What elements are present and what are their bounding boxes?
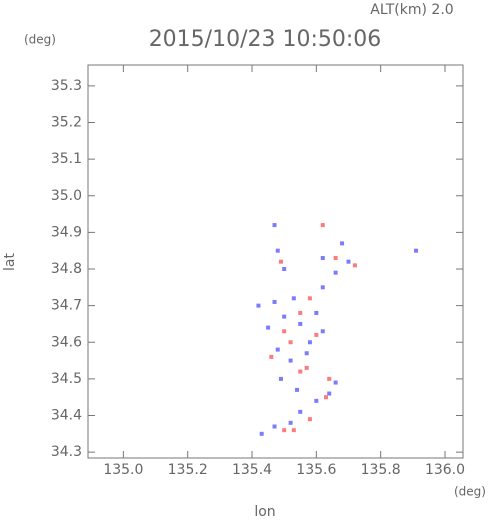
point (282, 329, 287, 334)
point (256, 303, 261, 308)
point (282, 267, 287, 272)
point (298, 310, 303, 315)
y-tick-label: 34.5 (51, 371, 82, 387)
x-axis-label: lon (254, 504, 275, 520)
point (314, 310, 319, 315)
y-unit: (deg) (24, 33, 56, 47)
point (259, 431, 264, 436)
point (288, 420, 293, 425)
point (327, 376, 332, 381)
y-tick-label: 34.8 (51, 261, 82, 277)
point (288, 358, 293, 363)
point (272, 299, 277, 304)
x-tick-label: 135.6 (296, 462, 336, 478)
point (272, 424, 277, 429)
point (298, 321, 303, 326)
point (323, 395, 328, 400)
point (291, 296, 296, 301)
point (275, 248, 280, 253)
point (314, 332, 319, 337)
point (282, 428, 287, 433)
point (295, 387, 300, 392)
x-tick-label: 135.2 (168, 462, 208, 478)
point (340, 241, 345, 246)
x-tick-label: 135.8 (361, 462, 401, 478)
point (275, 347, 280, 352)
y-tick-label: 35.2 (51, 115, 82, 131)
point (333, 256, 338, 261)
x-tick-label: 135.4 (232, 462, 272, 478)
point (333, 380, 338, 385)
y-tick-label: 35.0 (51, 188, 82, 204)
y-tick-label: 35.1 (51, 151, 82, 167)
point (278, 376, 283, 381)
point (298, 369, 303, 374)
y-tick-label: 35.3 (51, 78, 82, 94)
y-tick-label: 34.3 (51, 444, 82, 460)
point (282, 314, 287, 319)
point (298, 409, 303, 414)
point (320, 285, 325, 290)
x-tick-label: 135.0 (103, 462, 143, 478)
y-tick-label: 34.6 (51, 334, 82, 350)
point (320, 329, 325, 334)
point (320, 223, 325, 228)
x-tick-label: 136.0 (425, 462, 465, 478)
chart-title: 2015/10/23 10:50:06 (149, 27, 382, 52)
y-tick-label: 34.9 (51, 224, 82, 240)
point (307, 296, 312, 301)
point (346, 259, 351, 264)
point (352, 263, 357, 268)
point (269, 354, 274, 359)
plot-frame (87, 64, 464, 459)
point (291, 428, 296, 433)
point (414, 248, 419, 253)
point (333, 270, 338, 275)
point (272, 223, 277, 228)
y-tick-label: 34.4 (51, 408, 82, 424)
point (304, 365, 309, 370)
point (304, 351, 309, 356)
altitude-label: ALT(km) 2.0 (370, 2, 453, 18)
point (288, 340, 293, 345)
x-unit: (deg) (454, 485, 486, 499)
y-axis-label: lat (2, 253, 18, 271)
point (266, 325, 271, 330)
y-tick-label: 34.7 (51, 298, 82, 314)
point (314, 398, 319, 403)
point (320, 256, 325, 261)
point (278, 259, 283, 264)
point (307, 340, 312, 345)
point (307, 417, 312, 422)
point (327, 391, 332, 396)
